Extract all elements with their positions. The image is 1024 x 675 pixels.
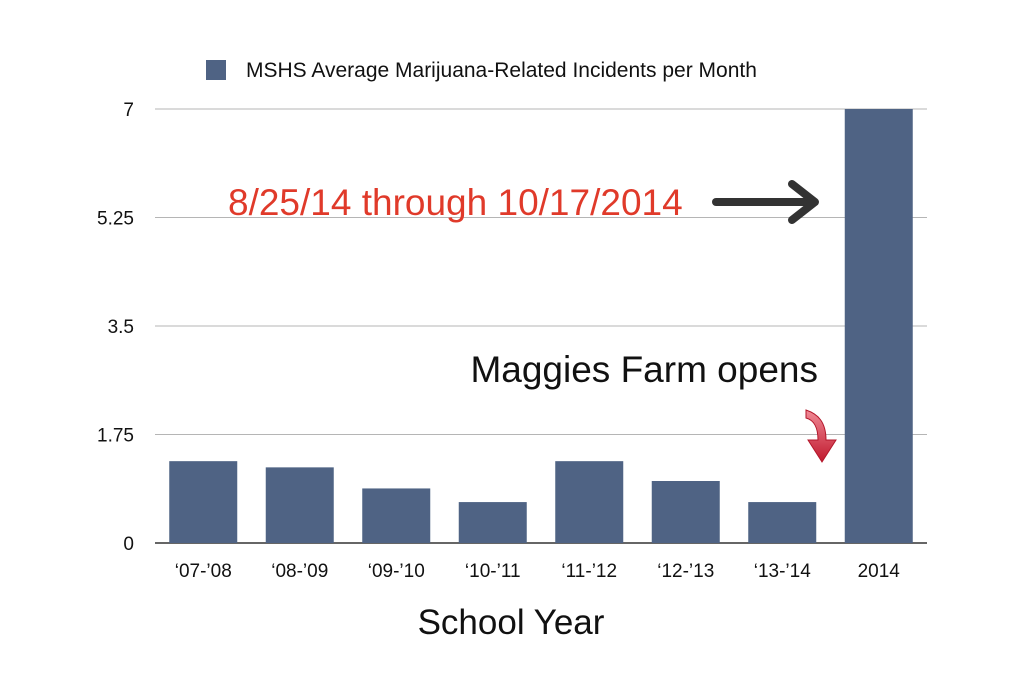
x-tick-label: ‘10-’11 [465, 561, 521, 582]
y-tick-label: 1.75 [97, 426, 134, 447]
x-axis: ‘07-’08 ‘08-’09 ‘09-’10 ‘10-’11 ‘11-’12 ‘12-’… [175, 561, 901, 582]
y-axis: 0 1.75 3.5 5.25 7 [97, 100, 134, 555]
x-tick-label: ‘07-’08 [175, 561, 232, 582]
legend-swatch [206, 60, 226, 80]
date-range-label: 8/25/14 through 10/17/2014 [228, 182, 683, 223]
x-tick-label: 2014 [858, 561, 901, 582]
y-tick-label: 7 [123, 100, 134, 121]
x-tick-label: ‘11-’12 [561, 561, 617, 582]
bars [169, 109, 913, 543]
x-tick-label: ‘09-’10 [368, 561, 425, 582]
event-label: Maggies Farm opens [470, 349, 818, 390]
x-axis-title: School Year [418, 603, 605, 642]
x-tick-label: ‘08-’09 [271, 561, 328, 582]
x-tick-label: ‘13-’14 [754, 561, 811, 582]
bar [265, 467, 334, 543]
x-tick-label: ‘12-’13 [657, 561, 714, 582]
legend: MSHS Average Marijuana-Related Incidents… [206, 59, 757, 82]
bar [651, 481, 720, 543]
curved-down-arrow-icon [805, 409, 837, 463]
bar [169, 461, 238, 543]
bar [555, 461, 624, 543]
bar [458, 502, 527, 543]
bar [362, 488, 431, 543]
date-range-annotation: 8/25/14 through 10/17/2014 [228, 180, 819, 224]
legend-label: MSHS Average Marijuana-Related Incidents… [246, 59, 757, 82]
bar [844, 109, 913, 543]
event-annotation: Maggies Farm opens [470, 349, 837, 463]
bar [748, 502, 817, 543]
right-arrow-icon [712, 180, 819, 224]
y-tick-label: 0 [123, 534, 134, 555]
y-tick-label: 3.5 [108, 317, 134, 338]
y-tick-label: 5.25 [97, 209, 134, 230]
